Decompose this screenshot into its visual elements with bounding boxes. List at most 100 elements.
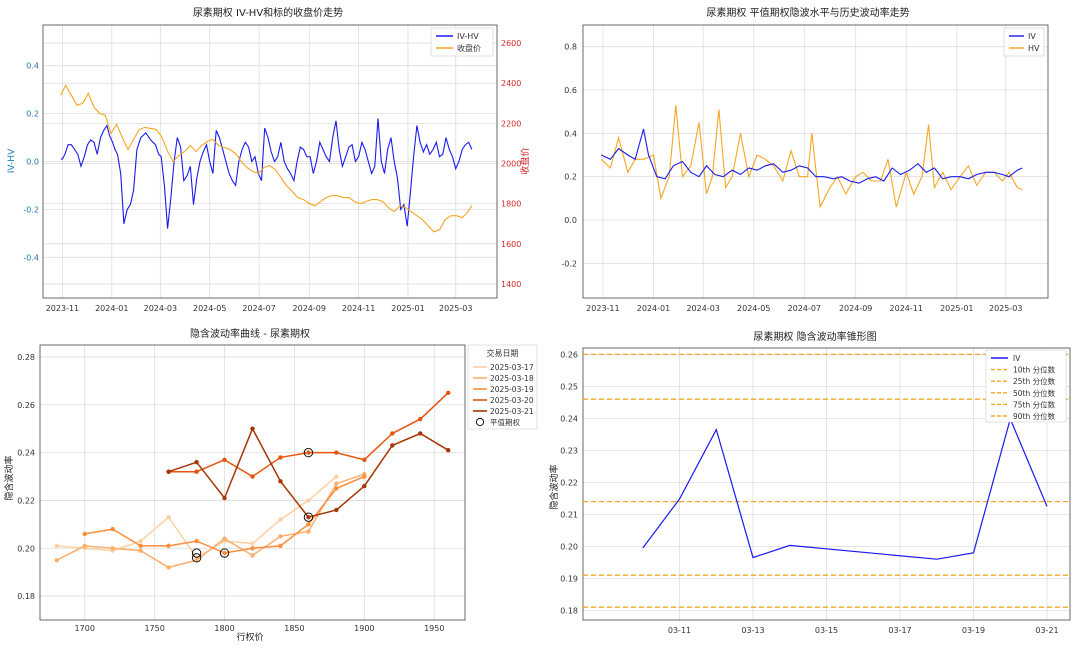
y-right-tick-label: 2400	[501, 79, 521, 88]
smile-point	[278, 479, 283, 484]
y-tick-label: 0.2	[564, 173, 577, 182]
y-right-tick-label: 2600	[501, 39, 521, 48]
y-tick-label: -0.4	[23, 253, 39, 262]
smile-point	[418, 416, 423, 422]
smile-point	[334, 486, 339, 491]
smile-point	[166, 514, 171, 520]
atm-marker	[191, 548, 202, 558]
y-tick-label: 0.4	[564, 129, 577, 138]
y-tick-label: 0.24	[17, 449, 35, 458]
smile-point	[250, 546, 255, 551]
y-tick-label: 0.2	[26, 110, 39, 119]
smile-point	[222, 550, 227, 556]
y-tick-label: 0.20	[560, 542, 578, 551]
y-right-tick-label: 2200	[501, 119, 521, 128]
y-tick-label: 0.19	[560, 574, 578, 583]
x-tick-label: 03-19	[962, 626, 985, 635]
smile-series-line	[56, 473, 365, 569]
legend-label: 25th 分位数	[1013, 376, 1056, 386]
smile-point	[250, 474, 255, 479]
smile-point	[446, 448, 451, 453]
atm-marker	[219, 548, 230, 558]
smile-point	[110, 526, 115, 532]
y-tick-label: 0.21	[560, 510, 578, 519]
iv-series-line	[600, 128, 1023, 184]
x-tick-label: 1950	[424, 624, 444, 633]
smile-point	[166, 565, 171, 570]
legend-label: 50th 分位数	[1013, 388, 1056, 398]
x-tick-label: 2025-03	[989, 304, 1022, 313]
smile-point	[250, 426, 255, 431]
legend-label: IV-HV	[457, 32, 479, 41]
y-tick-label: 0.25	[560, 382, 578, 391]
smile-point	[278, 455, 283, 460]
smile-point	[334, 450, 339, 455]
smile-point	[362, 474, 367, 479]
x-tick-label: 2024-11	[342, 304, 375, 313]
x-tick-label: 2024-05	[193, 304, 226, 313]
x-tick-label: 2024-07	[242, 304, 275, 313]
smile-point	[222, 536, 227, 541]
smile-point	[138, 548, 143, 553]
panel-iv-cone: 尿素期权 隐含波动率锥形图 隐含波动率 03-11 03-13 03-15 03-17…	[548, 330, 1071, 635]
y-right-tick-label: 2000	[501, 160, 521, 169]
legend-label: 2025-03-20	[490, 396, 534, 405]
smile-point	[194, 459, 199, 465]
y-tick-label: 0.23	[560, 446, 578, 455]
legend-label: IV	[1028, 32, 1036, 41]
x-tick-label: 2024-03	[144, 304, 177, 313]
smile-point	[54, 558, 59, 563]
smile-point	[334, 474, 339, 479]
x-tick-label: 2024-09	[293, 304, 326, 313]
legend-box	[467, 344, 538, 430]
y-tick-label: 0.0	[26, 158, 39, 167]
smile-point	[362, 457, 367, 462]
y-tick-label: 0.28	[17, 353, 35, 362]
legend-label: 2025-03-17	[490, 363, 534, 372]
x-tick-label: 2024-03	[686, 304, 719, 313]
y-tick-label: 0.18	[560, 606, 578, 615]
y-axis-label: 隐含波动率	[548, 464, 560, 509]
y-tick-label: 0.24	[560, 414, 578, 423]
x-tick-label: 1900	[354, 624, 374, 633]
hv-series-line	[600, 105, 1023, 209]
smile-point	[250, 553, 255, 558]
chart-title: 尿素期权 IV-HV和标的收盘价走势	[193, 6, 343, 19]
smile-point	[250, 541, 255, 546]
iv-series-line	[642, 417, 1048, 560]
panel-iv-hv-price: 尿素期权 IV-HV和标的收盘价走势 IV-HV 收盘价 2023-11 2024…	[7, 6, 531, 313]
smile-point	[306, 514, 311, 520]
smile-point	[194, 558, 199, 563]
plot-frame	[39, 344, 466, 621]
atm-marker	[303, 512, 314, 522]
x-tick-label: 1850	[284, 624, 304, 633]
y-right-tick-label: 1600	[501, 240, 521, 249]
x-tick-label: 2023-11	[586, 304, 619, 313]
x-tick-label: 03-13	[741, 626, 764, 635]
x-tick-label: 03-15	[815, 626, 838, 635]
chart-title: 隐含波动率曲线 - 尿素期权	[190, 327, 310, 340]
x-tick-label: 2025-03	[439, 304, 472, 313]
y-tick-label: 0.20	[17, 544, 35, 553]
smile-point	[306, 529, 311, 534]
smile-point	[334, 481, 339, 486]
legend-box	[985, 349, 1067, 423]
smile-point	[194, 538, 199, 544]
x-tick-label: 2025-01	[940, 304, 973, 313]
x-tick-label: 03-21	[1035, 626, 1058, 635]
chart-title: 尿素期权 隐含波动率锥形图	[753, 330, 876, 343]
y-axis-label: IV-HV	[7, 148, 17, 173]
smile-point	[446, 390, 451, 396]
legend-label: 10th 分位数	[1013, 365, 1056, 375]
x-tick-label: 2024-01	[95, 304, 128, 313]
panel-iv-hv-levels: 尿素期权 平值期权隐波水平与历史波动率走势 2023-11 2024-01 2024…	[561, 6, 1049, 313]
y-tick-label: 0.6	[564, 86, 577, 95]
x-tick-label: 03-17	[888, 626, 911, 635]
legend-title: 交易日期	[487, 348, 519, 358]
y-tick-label: 0.18	[17, 592, 35, 601]
legend-label: 75th 分位数	[1013, 399, 1056, 409]
plot-frame	[582, 24, 1049, 299]
legend-label: HV	[1028, 44, 1040, 53]
